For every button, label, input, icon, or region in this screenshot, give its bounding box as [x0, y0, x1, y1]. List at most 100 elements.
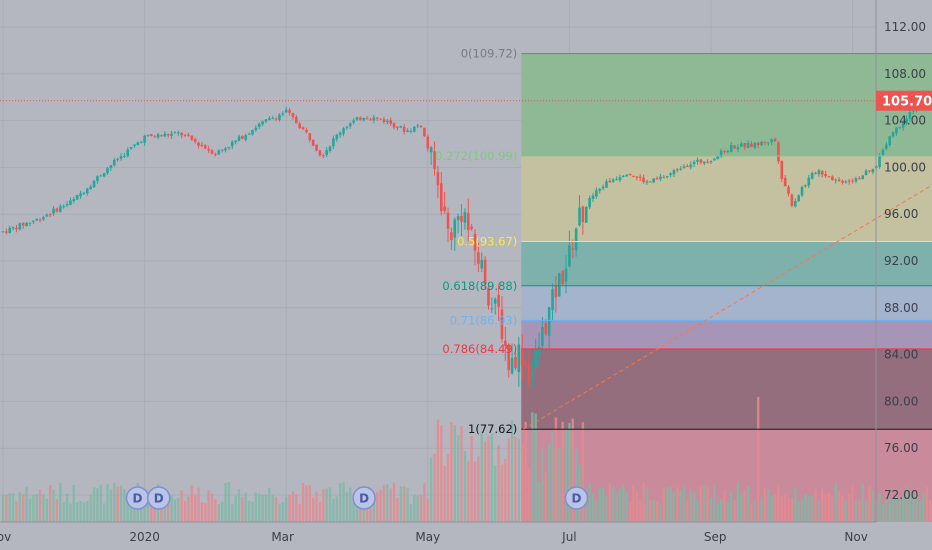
- candle-body: [554, 285, 558, 298]
- volume-bar: [298, 503, 301, 522]
- candle-body: [288, 109, 291, 113]
- volume-bar: [541, 448, 544, 522]
- candle-body: [42, 217, 45, 220]
- fib-zone: [521, 348, 932, 430]
- volume-bar: [561, 421, 564, 522]
- fib-zone: [521, 53, 932, 156]
- volume-bar: [325, 488, 328, 522]
- candle-body: [622, 175, 625, 177]
- candle-body: [574, 228, 578, 251]
- volume-bar: [409, 503, 413, 522]
- volume-bar: [433, 453, 436, 522]
- candle-body: [281, 113, 285, 115]
- volume-bar: [278, 503, 281, 522]
- volume-bar: [851, 484, 854, 522]
- volume-bar: [494, 465, 497, 522]
- candle-body: [470, 226, 473, 229]
- volume-bar: [365, 502, 369, 522]
- candle-body: [790, 194, 794, 206]
- volume-bar: [864, 500, 868, 522]
- dividend-marker[interactable]: D: [352, 486, 376, 510]
- fib-trend-line[interactable]: [523, 54, 932, 430]
- candle-body: [355, 117, 359, 120]
- candle-body: [689, 164, 693, 168]
- volume-bar: [922, 492, 925, 522]
- candle-body: [767, 142, 770, 144]
- candle-body: [214, 154, 217, 156]
- volume-bar: [733, 500, 736, 522]
- candle-body: [696, 159, 699, 162]
- volume-bar: [689, 490, 692, 522]
- candlestick-series[interactable]: [1, 52, 932, 389]
- volume-bar: [59, 482, 62, 522]
- candle-body: [392, 122, 396, 128]
- candle-body: [160, 135, 163, 137]
- volume-bar: [403, 486, 406, 522]
- candle-body: [89, 186, 92, 190]
- candle-body: [827, 176, 831, 178]
- candle-body: [551, 288, 554, 311]
- candle-body: [861, 175, 865, 180]
- volume-bar: [231, 503, 234, 522]
- dividend-marker[interactable]: D: [564, 486, 589, 510]
- candle-body: [487, 287, 490, 306]
- dividend-marker[interactable]: D: [147, 486, 171, 510]
- candle-body: [898, 126, 902, 128]
- candle-body: [18, 223, 22, 230]
- volume-bar: [413, 494, 416, 522]
- price-scale[interactable]: 112.00 108.00 104.00 100.00 96.00 92.00 88.00 8…: [884, 20, 926, 502]
- candle-body: [675, 169, 679, 171]
- candle-body: [837, 179, 841, 181]
- volume-bar: [730, 491, 733, 522]
- volume-bar: [116, 486, 119, 522]
- volume-bar: [460, 425, 463, 522]
- candle-body: [389, 120, 393, 124]
- volume-bar: [605, 495, 608, 522]
- candle-body: [598, 188, 602, 191]
- candle-body: [578, 207, 581, 226]
- volume-bar: [355, 494, 359, 522]
- volume-bar: [153, 503, 156, 522]
- volume-bar: [183, 501, 187, 522]
- candle-body: [99, 175, 103, 177]
- volume-bar: [349, 487, 352, 522]
- candle-body: [679, 168, 682, 170]
- candle-body: [504, 340, 507, 346]
- dividend-label: D: [359, 492, 369, 506]
- candle-body: [126, 149, 130, 157]
- volume-bar: [514, 436, 517, 522]
- volume-bar: [224, 482, 227, 522]
- fib-label: 0.786(84.49): [442, 342, 517, 356]
- dividend-marker[interactable]: D: [125, 486, 150, 510]
- candle-body: [335, 134, 339, 140]
- volume-bar: [500, 464, 504, 522]
- volume-bar: [841, 495, 844, 522]
- time-scale[interactable]: Nov 2020 Mar May Jul Sep Nov: [0, 530, 868, 544]
- volume-bar: [82, 502, 86, 522]
- volume-bar: [160, 503, 163, 522]
- candle-body: [901, 122, 905, 128]
- dividend-label: D: [133, 492, 143, 506]
- candle-body: [217, 150, 221, 155]
- volume-bar: [797, 501, 800, 522]
- candle-body: [332, 138, 335, 147]
- candle-body: [190, 135, 194, 140]
- candle-body: [625, 174, 629, 177]
- volume-bar: [709, 496, 713, 522]
- candle-body: [510, 357, 514, 374]
- volume-bar: [234, 495, 237, 522]
- candle-body: [123, 155, 126, 157]
- volume-bar: [628, 501, 632, 522]
- candle-body: [180, 132, 183, 136]
- candle-body: [203, 145, 207, 149]
- price-tick-label: 92.00: [884, 254, 918, 268]
- volume-bar: [49, 485, 52, 522]
- candle-body: [642, 177, 645, 183]
- volume-bar: [740, 493, 743, 522]
- candle-body: [611, 179, 615, 182]
- volume-bar: [810, 496, 814, 522]
- volume-bar: [524, 421, 527, 522]
- volume-bar: [719, 499, 723, 522]
